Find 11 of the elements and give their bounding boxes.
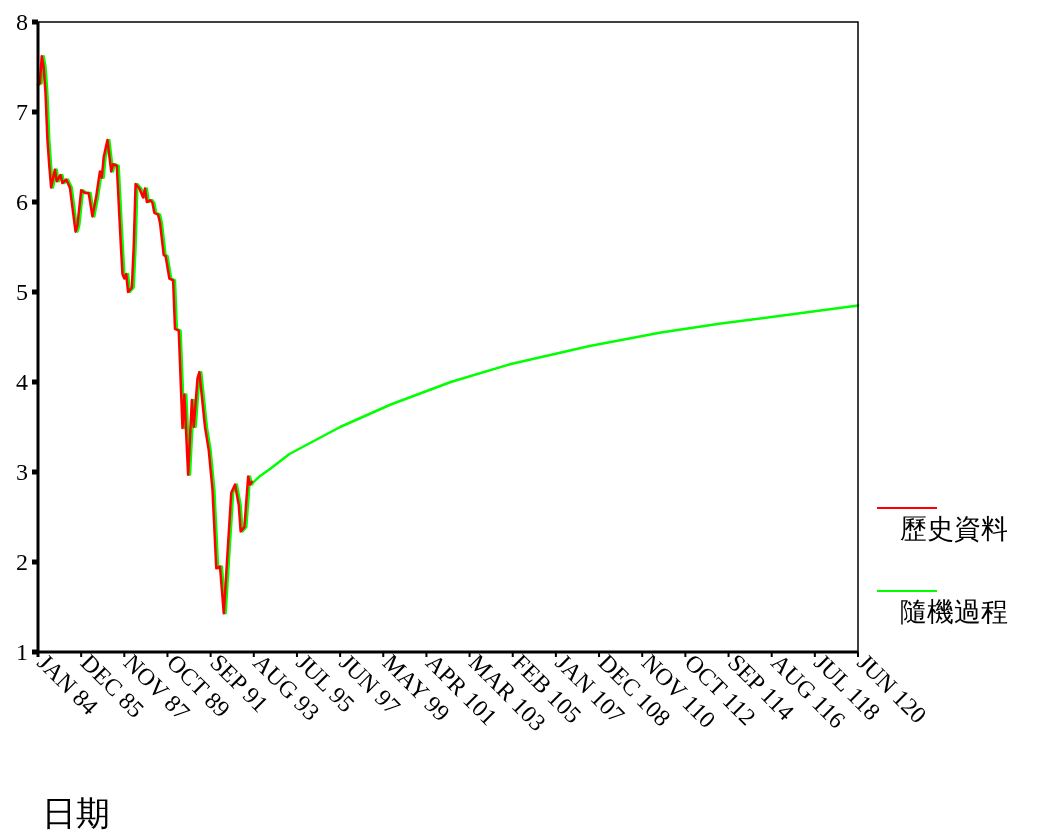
- y-tick-label: 8: [16, 9, 28, 35]
- y-tick-label: 1: [16, 639, 28, 665]
- y-tick-label: 6: [16, 189, 28, 215]
- legend-label: 歷史資料: [900, 514, 1008, 544]
- x-axis-title: 日期: [42, 795, 110, 832]
- legend-label: 隨機過程: [900, 597, 1008, 627]
- y-tick-label: 2: [16, 549, 28, 575]
- y-tick-label: 5: [16, 279, 28, 305]
- y-tick-label: 4: [16, 369, 28, 395]
- y-tick-label: 7: [16, 99, 28, 125]
- y-tick-label: 3: [16, 459, 28, 485]
